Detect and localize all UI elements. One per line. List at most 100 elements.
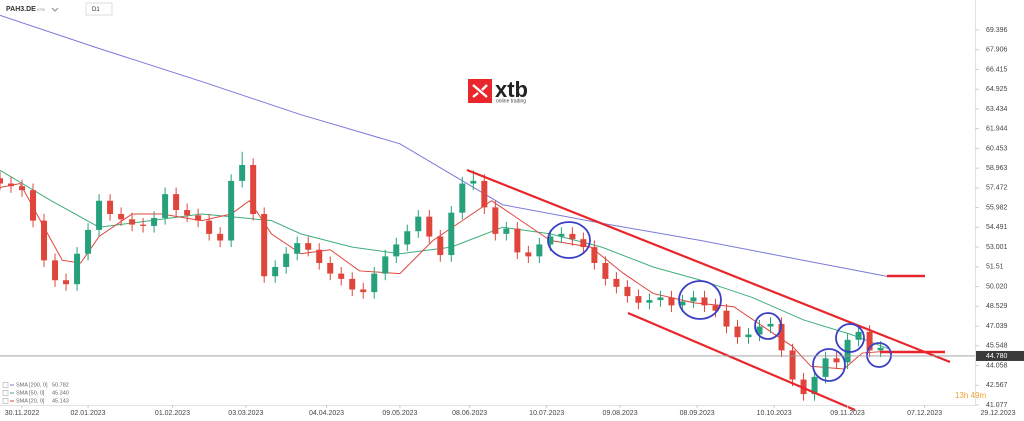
candle-body [591, 247, 598, 263]
countdown: 13h 49m [955, 391, 986, 400]
annotations [466, 168, 951, 412]
candle-body [63, 280, 70, 285]
x-tick-label: 10.10.2023 [757, 410, 792, 417]
logo: xtb online trading [468, 77, 528, 104]
candle-body [349, 278, 356, 290]
y-tick-label: 63.434 [986, 106, 1008, 113]
candle-body [624, 286, 631, 297]
channel-upper [466, 168, 951, 364]
y-tick-label: 64.925 [986, 86, 1008, 93]
legend-value: 45.143 [52, 398, 69, 404]
y-tick-label: 57.472 [986, 185, 1008, 192]
candle-body [0, 178, 3, 184]
logo-tagline: online trading [496, 98, 526, 104]
timeframe[interactable]: D1 [92, 7, 100, 13]
candle-body [8, 183, 15, 187]
y-tick-label: 44.058 [986, 362, 1008, 369]
candle-body [162, 194, 169, 218]
x-tick-label: 02.01.2023 [71, 410, 106, 417]
legend-icon [2, 382, 9, 388]
x-tick-label: 07.12.2023 [907, 410, 942, 417]
candle-body [492, 207, 499, 234]
candle-body [360, 289, 367, 293]
legend-icon [2, 398, 9, 404]
candle-body [338, 273, 345, 279]
candle-body [756, 326, 763, 335]
logo-brand: xtb [495, 77, 528, 102]
candle-body [140, 224, 147, 226]
legend-name: SMA [20, 0] [16, 398, 45, 404]
candle-body [580, 239, 587, 248]
candle-body [558, 233, 565, 237]
candle-body [52, 260, 59, 281]
legend-value: 45.340 [52, 390, 69, 396]
y-tick-label: 53.001 [986, 244, 1008, 251]
candle-body [228, 180, 235, 241]
x-tick-label: 04.04.2023 [309, 410, 344, 417]
candle-body [96, 200, 103, 230]
candle-body [503, 228, 510, 234]
last-price-box [976, 350, 1024, 361]
candle-body [206, 220, 213, 234]
candle-body [294, 243, 301, 254]
candle-body [701, 297, 708, 306]
candle-body [745, 334, 752, 338]
candle-body [107, 200, 114, 215]
candle-body [866, 331, 873, 351]
candle-body [118, 214, 125, 220]
candle-body [184, 210, 191, 216]
candle-body [789, 350, 796, 380]
candle-body [217, 233, 224, 241]
legend-value: 50.782 [52, 382, 69, 388]
legend-icon [2, 390, 9, 396]
candle-body [470, 180, 477, 184]
sma-line [0, 182, 888, 370]
candle-body [151, 217, 158, 226]
candle-body [74, 253, 81, 285]
candle-body [261, 214, 268, 277]
y-tick-label: 58.963 [986, 165, 1008, 172]
candle-body [613, 278, 620, 287]
candle-body [690, 297, 697, 302]
candle-body [426, 216, 433, 237]
candle-body [514, 228, 521, 253]
legend-name: SMA [50, 0] [16, 390, 45, 396]
logo-x [472, 84, 488, 98]
candle-body [811, 376, 818, 395]
candle-body [129, 219, 136, 225]
candle-body [316, 249, 323, 263]
candle-body [393, 244, 400, 257]
candle-body [525, 252, 532, 257]
last-price-label: 44.780 [986, 353, 1008, 360]
y-tick-label: 66.415 [986, 66, 1008, 73]
candle-body [195, 215, 202, 221]
y-tick-label: 42.567 [986, 382, 1008, 389]
candle-body [448, 212, 455, 256]
y-tick-label: 51.51 [986, 264, 1004, 271]
candle-body [668, 297, 675, 306]
candle-body [657, 297, 664, 301]
highlight-circle [754, 312, 782, 340]
candle-body [239, 165, 246, 181]
dropdown-arrow[interactable] [51, 7, 59, 12]
candle-body [833, 358, 840, 363]
x-tick-label: 10.07.2023 [529, 410, 564, 417]
y-tick-label: 50.020 [986, 283, 1008, 290]
candle-body [459, 183, 466, 213]
candle-body [250, 165, 257, 215]
candle-body [679, 301, 686, 306]
y-tick-label: 60.453 [986, 145, 1008, 152]
candle-body [778, 323, 785, 351]
symbol: PAH3.DE [6, 6, 36, 13]
candle-body [822, 358, 829, 377]
y-tick-label: 41.077 [986, 402, 1008, 409]
timeframe-box[interactable] [85, 2, 113, 16]
x-tick-label: 09.08.2023 [603, 410, 638, 417]
marks [0, 14, 889, 401]
highlight-circle [812, 348, 846, 382]
y-tick-label: 45.548 [986, 343, 1008, 350]
highlight-circle [866, 342, 892, 368]
